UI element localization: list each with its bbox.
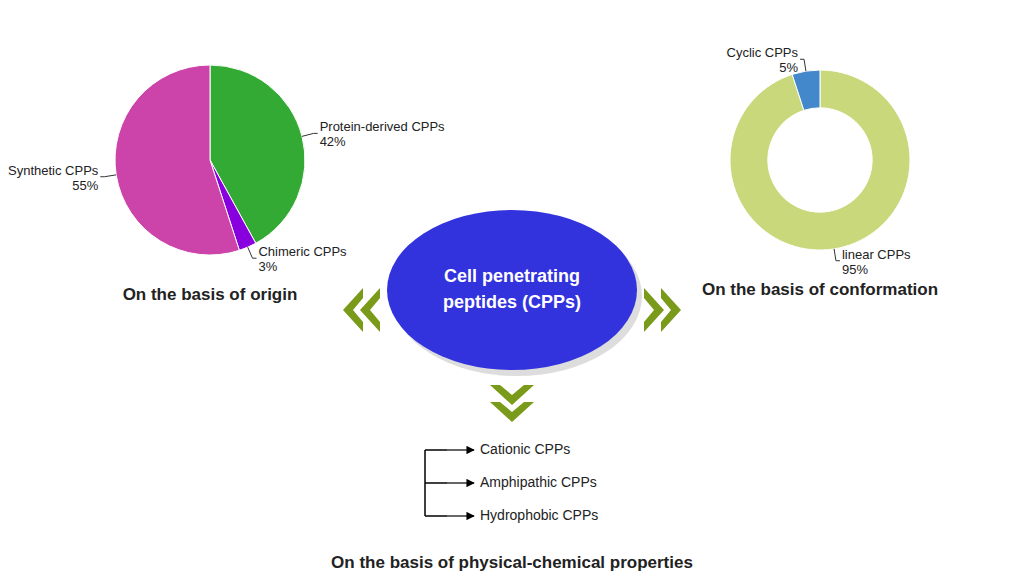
chevron <box>661 288 681 332</box>
leader-line <box>800 59 806 71</box>
slice-label: Protein-derived CPPs <box>320 119 445 134</box>
chevron <box>343 288 363 332</box>
item-label: Amphipathic CPPs <box>480 474 597 490</box>
slice-labels: Protein-derived CPPs42% Chimeric CPPs3% Sy… <box>8 119 445 274</box>
slice-label: Synthetic CPPs <box>8 163 99 178</box>
item-arrow <box>447 449 474 450</box>
center-text-line: peptides (CPPs) <box>443 292 581 312</box>
item-label: Hydrophobic CPPs <box>480 507 598 523</box>
leader-line <box>834 249 840 261</box>
pie-chart: Protein-derived CPPs42% Chimeric CPPs3% Sy… <box>8 65 445 274</box>
slice <box>792 70 820 110</box>
slice-value-label: 55% <box>72 178 98 193</box>
slice-value-label: 42% <box>320 134 346 149</box>
slices <box>115 65 305 255</box>
leader-line <box>100 175 116 177</box>
slice <box>730 70 910 250</box>
slice-labels: linear CPPs95% Cyclic CPPs5% <box>727 45 912 276</box>
item-arrow <box>447 515 474 516</box>
bracket-tick <box>425 482 447 484</box>
chart-caption: On the basis of conformation <box>702 280 938 299</box>
diagram: Cell penetrating peptides (CPPs) Cationic … <box>331 210 693 572</box>
slice-label: Cyclic CPPs <box>727 45 799 60</box>
chart-caption: On the basis of origin <box>123 285 298 304</box>
center-text: Cell penetrating peptides (CPPs) <box>443 266 581 312</box>
canvas: Protein-derived CPPs42% Chimeric CPPs3% Sy… <box>0 0 1024 586</box>
item-arrow <box>447 482 474 483</box>
slice-label: Chimeric CPPs <box>258 244 347 259</box>
center-ellipse <box>387 210 637 370</box>
slice-value-label: 95% <box>842 262 868 277</box>
slice-label: linear CPPs <box>842 247 911 262</box>
chart-caption: On the basis of physical-chemical proper… <box>331 553 693 572</box>
donut-chart: linear CPPs95% Cyclic CPPs5% <box>727 45 912 276</box>
leader-line <box>302 133 318 136</box>
bracket-tick <box>425 449 447 451</box>
slice-value-label: 3% <box>258 259 277 274</box>
chevron <box>490 402 534 422</box>
center-text-line: Cell penetrating <box>444 266 580 286</box>
slices <box>730 70 910 250</box>
leader-line <box>248 247 257 258</box>
bracket-tick <box>425 515 447 517</box>
item-label: Cationic CPPs <box>480 441 570 457</box>
slice-value-label: 5% <box>779 60 798 75</box>
slice <box>115 65 239 255</box>
